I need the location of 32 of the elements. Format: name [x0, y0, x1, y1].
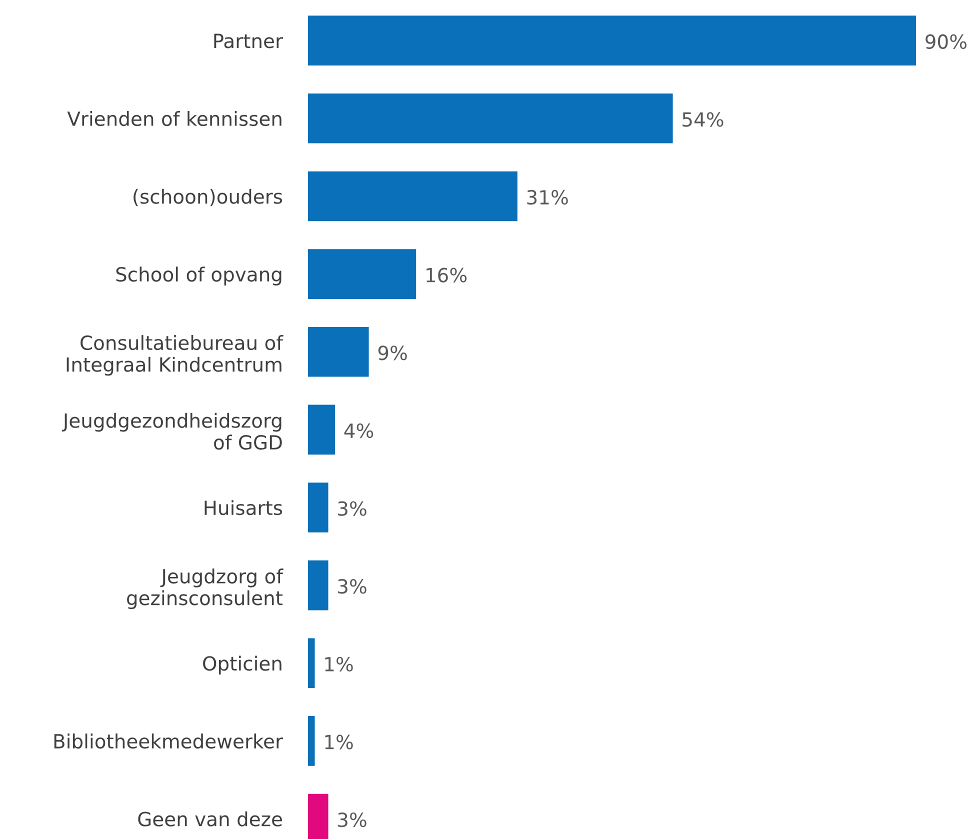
- bar: [308, 404, 336, 455]
- bar: [308, 638, 315, 688]
- data-label: 3%: [338, 501, 366, 516]
- y-tick-label: (schoon)ouders: [134, 188, 282, 206]
- y-tick-label: Bibliotheekmedewerker: [54, 734, 283, 749]
- bar: [308, 16, 916, 66]
- y-tick-label: Jeugdzorg of gezinsconsulent: [127, 568, 284, 610]
- y-tick-label: Jeugdgezondheidszorg of GGD: [62, 412, 282, 450]
- data-label: 4%: [344, 423, 374, 438]
- y-tick-label: Consultatiebureau of Integraal Kindcentrum: [66, 335, 284, 376]
- data-label: 54%: [682, 112, 724, 127]
- y-tick-label: Partner: [214, 34, 283, 48]
- data-label: 1%: [325, 734, 353, 750]
- y-tick-label: Vrienden of kennissen: [67, 111, 282, 126]
- data-label: 9%: [378, 346, 407, 360]
- data-label: 31%: [527, 190, 568, 205]
- bar: [308, 560, 328, 610]
- bar: [308, 249, 416, 299]
- y-tick-label: School of opvang: [116, 266, 282, 286]
- data-label: 16%: [426, 268, 467, 282]
- bar: [308, 94, 673, 144]
- y-tick-label: Opticien: [203, 656, 282, 675]
- bar: [308, 482, 328, 532]
- data-label: 3%: [338, 579, 366, 594]
- data-label: 1%: [325, 656, 353, 672]
- bar: [308, 326, 369, 377]
- data-label: 90%: [926, 34, 966, 50]
- bar: [308, 716, 315, 766]
- bar: [308, 171, 518, 222]
- data-label: 3%: [338, 812, 366, 828]
- y-tick-label: Huisarts: [204, 500, 282, 516]
- y-tick-label: Geen van deze: [138, 811, 282, 826]
